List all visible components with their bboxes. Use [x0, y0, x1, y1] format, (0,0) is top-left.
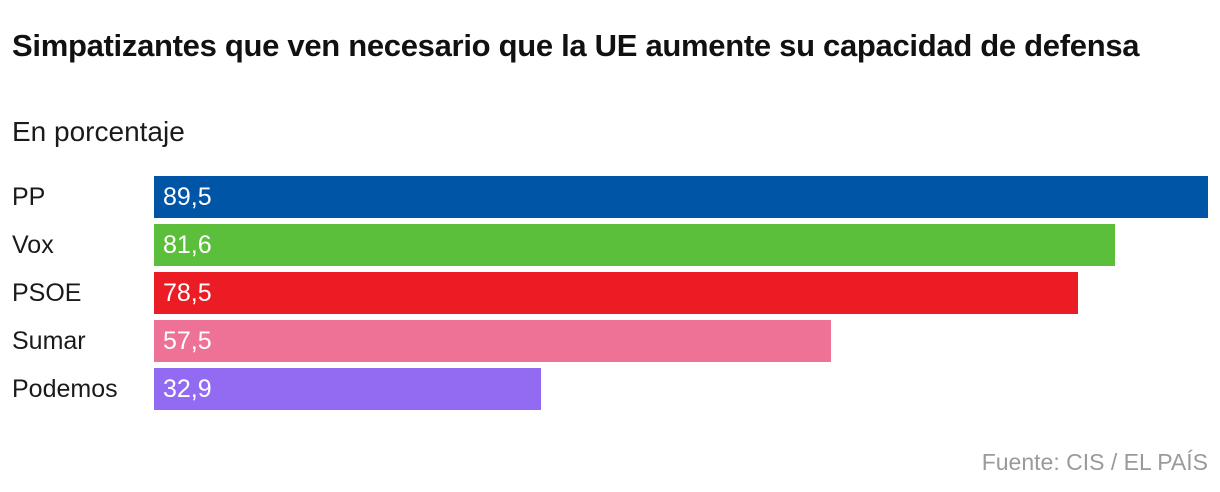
bar	[154, 176, 1208, 218]
source-note: Fuente: CIS / EL PAÍS	[981, 449, 1208, 475]
category-label: Sumar	[12, 327, 86, 355]
bar-chart: PP 89,5 Vox 81,6 PSOE 78,5 Sumar 57,5 Podemos 32,…	[0, 168, 1220, 418]
category-label: Vox	[12, 231, 54, 259]
category-label: Podemos	[12, 375, 118, 403]
bar-value-label: 78,5	[163, 279, 212, 307]
bar-row: Vox 81,6	[0, 224, 1220, 266]
bar	[154, 368, 541, 410]
category-label: PP	[12, 183, 46, 211]
bar	[154, 320, 831, 362]
bar-row: PSOE 78,5	[0, 272, 1220, 314]
chart-subtitle: En porcentaje	[12, 116, 185, 147]
bar	[154, 224, 1115, 266]
bar-value-label: 32,9	[163, 375, 212, 403]
bar	[154, 272, 1078, 314]
bar-value-label: 57,5	[163, 327, 212, 355]
bar-row: Podemos 32,9	[0, 368, 1220, 410]
bar-value-label: 81,6	[163, 231, 212, 259]
bar-value-label: 89,5	[163, 183, 212, 211]
chart-title: Simpatizantes que ven necesario que la U…	[12, 28, 1140, 63]
category-label: PSOE	[12, 279, 82, 307]
bar-row: PP 89,5	[0, 176, 1220, 218]
bar-row: Sumar 57,5	[0, 320, 1220, 362]
